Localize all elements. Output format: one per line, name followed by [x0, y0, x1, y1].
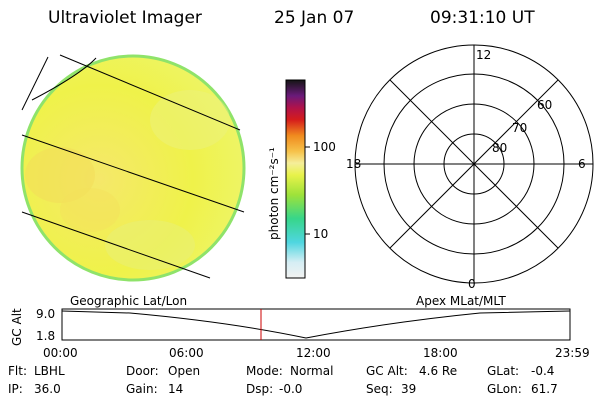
- mlt-label-18: 18: [346, 157, 361, 171]
- grid-line: [21, 134, 245, 213]
- orbit-timeline: Geographic Lat/Lon Apex MLat/MLT 9.0 1.8…: [10, 294, 590, 360]
- uv-image: [20, 54, 246, 282]
- colorbar-unit-label: photon cm⁻²s⁻¹: [267, 147, 281, 240]
- colorbar-scale: [285, 79, 306, 279]
- grid-line: [59, 54, 241, 131]
- ytick-label: 9.0: [36, 307, 55, 321]
- status-label: Mode:: [246, 364, 283, 378]
- status-value: 39: [401, 382, 416, 396]
- status-label: GLat:: [487, 364, 519, 378]
- status-value: Normal: [290, 364, 333, 378]
- time-readout: 09:31:10 UT: [430, 8, 535, 28]
- grid-line: [21, 211, 211, 279]
- mlt-label-6: 6: [578, 157, 586, 171]
- status-label: GC Alt:: [366, 364, 408, 378]
- status-value: 36.0: [34, 382, 61, 396]
- polar-axis: [389, 79, 559, 249]
- timeline-right-title: Apex MLat/MLT: [416, 294, 506, 308]
- colorbar-tick-label: 100: [313, 140, 336, 154]
- timeline-left-title: Geographic Lat/Lon: [70, 294, 187, 308]
- grid-line: [21, 56, 49, 111]
- status-value: 61.7: [531, 382, 558, 396]
- status-label: Dsp:: [246, 382, 273, 396]
- grid-line: [31, 57, 97, 101]
- mlt-label-12: 12: [476, 48, 491, 62]
- status-label: Gain:: [126, 382, 158, 396]
- polar-plot: [354, 44, 594, 284]
- mlt-label-0: 0: [468, 277, 476, 291]
- date-readout: 25 Jan 07: [274, 8, 354, 28]
- xtick-label: 23:59: [555, 346, 590, 360]
- xtick-label: 12:00: [296, 346, 331, 360]
- status-panel: Flt: LBHL Door: Open Mode: Normal GC Alt…: [8, 364, 558, 396]
- status-value: LBHL: [34, 364, 65, 378]
- colorbar: 100 10 photon cm⁻²s⁻¹: [267, 79, 336, 279]
- status-value: Open: [168, 364, 200, 378]
- status-label: Flt:: [8, 364, 27, 378]
- status-label: Door:: [126, 364, 159, 378]
- status-label: Seq:: [366, 382, 393, 396]
- status-value: 4.6 Re: [419, 364, 457, 378]
- ytick-label: 1.8: [36, 329, 55, 343]
- colorbar-tick-label: 10: [313, 227, 328, 241]
- app-title: Ultraviolet Imager: [48, 8, 202, 28]
- timeline-ylabel: GC Alt: [10, 308, 24, 346]
- lat-label: 80: [492, 141, 507, 155]
- status-value: 14: [168, 382, 183, 396]
- xtick-label: 06:00: [169, 346, 204, 360]
- altitude-trace: [61, 310, 571, 339]
- xtick-label: 00:00: [43, 346, 78, 360]
- status-value: -0.0: [279, 382, 302, 396]
- lat-label: 70: [512, 121, 527, 135]
- status-value: -0.4: [531, 364, 554, 378]
- lat-label: 60: [537, 98, 552, 112]
- xtick-label: 18:00: [423, 346, 458, 360]
- status-label: GLon:: [487, 382, 522, 396]
- status-label: IP:: [8, 382, 23, 396]
